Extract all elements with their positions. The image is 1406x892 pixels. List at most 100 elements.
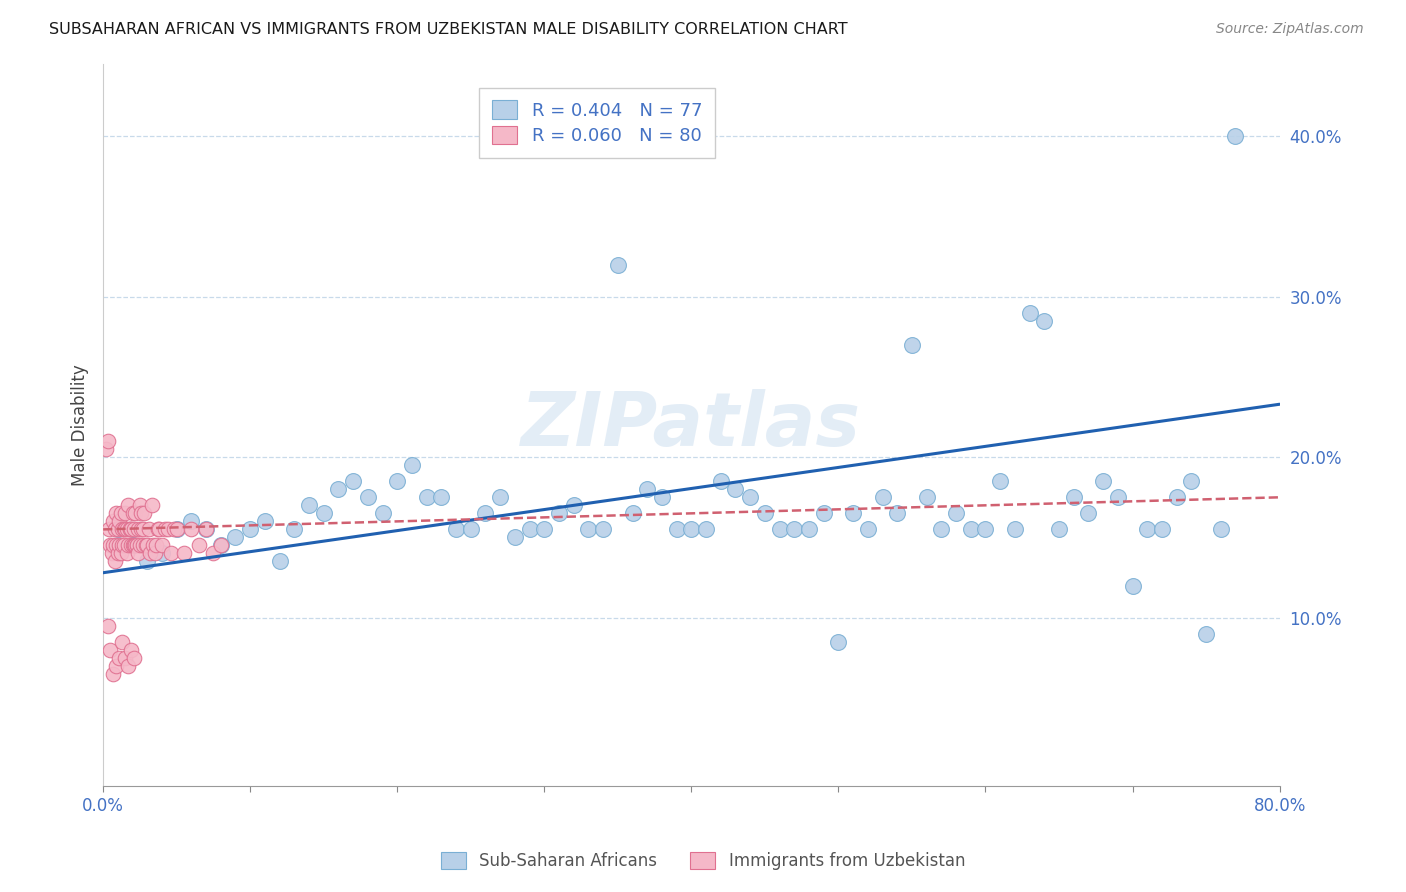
Point	[988, 475, 1011, 489]
Point	[253, 515, 276, 529]
Point	[104, 523, 127, 537]
Point	[118, 523, 141, 537]
Point	[444, 523, 467, 537]
Point	[872, 491, 894, 505]
Point	[1004, 523, 1026, 537]
Point	[1092, 475, 1115, 489]
Point	[135, 538, 157, 552]
Point	[124, 507, 146, 521]
Point	[173, 546, 195, 560]
Point	[1063, 491, 1085, 505]
Point	[117, 499, 139, 513]
Point	[328, 483, 350, 497]
Point	[136, 538, 159, 552]
Point	[180, 515, 202, 529]
Point	[209, 538, 232, 552]
Point	[1077, 507, 1099, 521]
Point	[681, 523, 703, 537]
Point	[1136, 523, 1159, 537]
Point	[740, 491, 762, 505]
Point	[120, 523, 142, 537]
Point	[503, 530, 526, 544]
Point	[813, 507, 835, 521]
Point	[1166, 491, 1188, 505]
Point	[1225, 129, 1247, 144]
Point	[209, 538, 232, 552]
Point	[112, 523, 135, 537]
Point	[138, 523, 160, 537]
Point	[132, 538, 155, 552]
Point	[1047, 523, 1070, 537]
Point	[136, 554, 159, 568]
Point	[127, 546, 149, 560]
Point	[959, 523, 981, 537]
Point	[945, 507, 967, 521]
Point	[110, 507, 132, 521]
Point	[121, 538, 143, 552]
Point	[797, 523, 820, 537]
Point	[118, 523, 141, 537]
Point	[111, 538, 134, 552]
Point	[195, 523, 218, 537]
Point	[401, 458, 423, 473]
Point	[145, 538, 167, 552]
Point	[202, 546, 225, 560]
Point	[312, 507, 335, 521]
Point	[117, 658, 139, 673]
Point	[1195, 626, 1218, 640]
Point	[125, 538, 148, 552]
Point	[105, 658, 128, 673]
Point	[163, 523, 186, 537]
Point	[195, 523, 218, 537]
Point	[1121, 578, 1143, 592]
Point	[974, 523, 997, 537]
Point	[111, 523, 134, 537]
Point	[1150, 523, 1173, 537]
Point	[533, 523, 555, 537]
Point	[415, 491, 437, 505]
Point	[107, 523, 129, 537]
Point	[114, 507, 136, 521]
Point	[121, 538, 143, 552]
Point	[159, 546, 181, 560]
Point	[768, 523, 790, 537]
Point	[695, 523, 717, 537]
Point	[103, 515, 125, 529]
Point	[114, 523, 136, 537]
Point	[131, 523, 153, 537]
Y-axis label: Male Disability: Male Disability	[72, 364, 89, 486]
Point	[107, 523, 129, 537]
Point	[387, 475, 409, 489]
Point	[107, 546, 129, 560]
Point	[132, 523, 155, 537]
Point	[636, 483, 658, 497]
Point	[150, 538, 173, 552]
Point	[430, 491, 453, 505]
Point	[120, 642, 142, 657]
Point	[108, 538, 131, 552]
Point	[342, 475, 364, 489]
Legend: R = 0.404   N = 77, R = 0.060   N = 80: R = 0.404 N = 77, R = 0.060 N = 80	[479, 87, 716, 158]
Point	[96, 618, 118, 632]
Point	[100, 538, 122, 552]
Point	[1209, 523, 1232, 537]
Point	[915, 491, 938, 505]
Legend: Sub-Saharan Africans, Immigrants from Uzbekistan: Sub-Saharan Africans, Immigrants from Uz…	[434, 845, 972, 877]
Point	[115, 523, 138, 537]
Point	[148, 523, 170, 537]
Point	[357, 491, 380, 505]
Point	[117, 538, 139, 552]
Point	[112, 538, 135, 552]
Point	[142, 538, 165, 552]
Point	[115, 546, 138, 560]
Point	[562, 499, 585, 513]
Point	[180, 523, 202, 537]
Point	[166, 523, 188, 537]
Point	[121, 507, 143, 521]
Point	[856, 523, 879, 537]
Point	[1033, 314, 1056, 328]
Point	[111, 634, 134, 648]
Point	[127, 523, 149, 537]
Point	[104, 554, 127, 568]
Point	[783, 523, 806, 537]
